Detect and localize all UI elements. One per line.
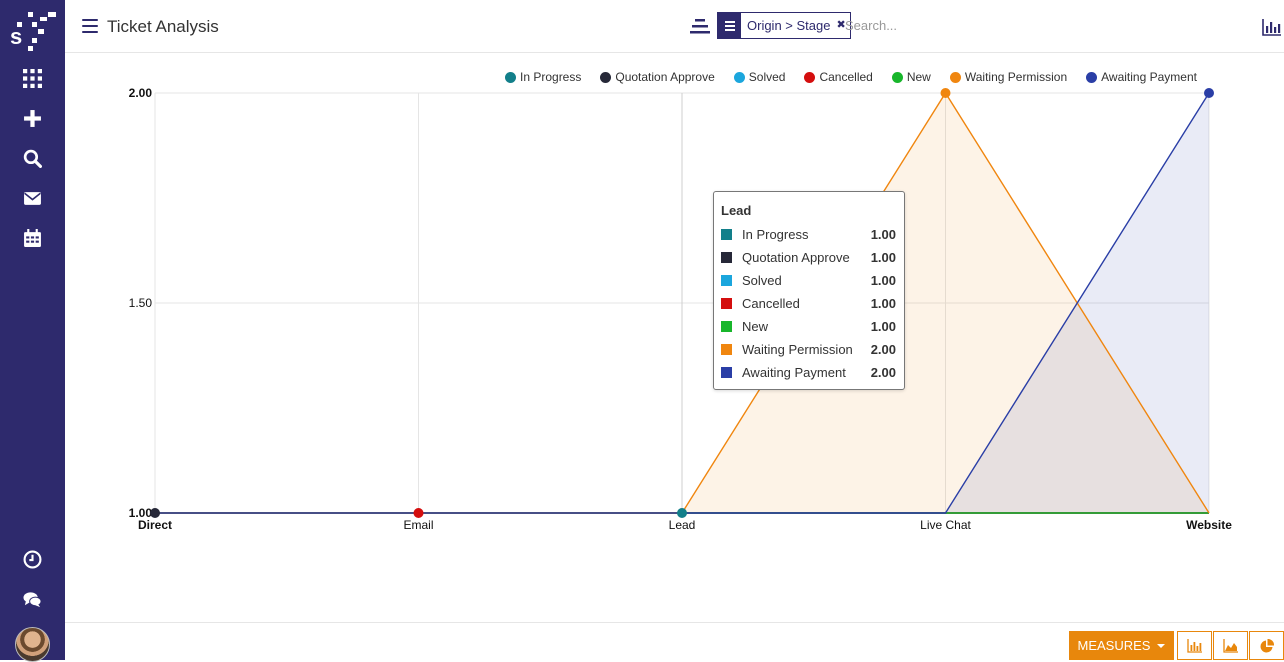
tooltip-value: 1.00 bbox=[870, 319, 896, 334]
x-tick-label: Direct bbox=[138, 518, 172, 532]
search-facet[interactable]: Origin > Stage ✖ bbox=[717, 12, 851, 39]
tooltip-label: Waiting Permission bbox=[742, 342, 853, 357]
legend-marker bbox=[949, 71, 961, 83]
legend-label: New bbox=[906, 70, 931, 84]
group-by-icon bbox=[718, 13, 741, 38]
x-tick-label: Live Chat bbox=[920, 518, 971, 532]
filter-toggle-icon[interactable] bbox=[689, 16, 711, 36]
tooltip-label: Quotation Approve bbox=[742, 250, 850, 265]
area-chart-icon bbox=[1222, 638, 1238, 653]
tooltip-value: 1.00 bbox=[870, 273, 896, 288]
legend-item[interactable]: New bbox=[891, 70, 931, 84]
y-tick-label: 2.00 bbox=[129, 86, 153, 100]
legend-marker bbox=[600, 71, 612, 83]
search-icon[interactable] bbox=[18, 146, 46, 170]
data-point bbox=[677, 508, 687, 518]
legend-label: Quotation Approve bbox=[615, 70, 715, 84]
series-area bbox=[155, 93, 1209, 513]
x-tick-label: Email bbox=[403, 518, 433, 532]
data-point bbox=[1204, 88, 1214, 98]
legend-marker bbox=[505, 71, 516, 83]
tooltip-row: Cancelled 1.00 bbox=[721, 292, 896, 315]
control-panel: Ticket Analysis Origin > Stage ✖ bbox=[65, 0, 1284, 53]
tooltip-row: New 1.00 bbox=[721, 315, 896, 338]
tooltip-row: Awaiting Payment 2.00 bbox=[721, 361, 896, 384]
tooltip-swatch bbox=[721, 229, 732, 240]
legend-marker bbox=[891, 71, 903, 83]
user-avatar[interactable] bbox=[15, 627, 50, 662]
legend-item[interactable]: Solved bbox=[733, 70, 786, 84]
legend-label: Solved bbox=[748, 70, 786, 84]
legend-item[interactable]: In Progress bbox=[505, 70, 581, 84]
legend-item[interactable]: Cancelled bbox=[804, 70, 873, 84]
legend-marker bbox=[1086, 71, 1098, 83]
apps-icon[interactable] bbox=[18, 66, 46, 90]
series-area bbox=[155, 93, 1209, 513]
tooltip-swatch bbox=[721, 275, 732, 286]
tooltip-row: Solved 1.00 bbox=[721, 269, 896, 292]
chat-icon[interactable] bbox=[18, 587, 46, 611]
tooltip-label: Awaiting Payment bbox=[742, 365, 846, 380]
plus-icon[interactable] bbox=[18, 106, 46, 130]
data-point bbox=[413, 508, 424, 518]
tooltip-value: 2.00 bbox=[870, 342, 896, 357]
svg-text:s: s bbox=[10, 24, 22, 49]
legend-item[interactable]: Waiting Permission bbox=[949, 70, 1068, 84]
tooltip-label: New bbox=[742, 319, 769, 334]
legend-item[interactable]: Awaiting Payment bbox=[1086, 70, 1197, 84]
tooltip-row: Waiting Permission 2.00 bbox=[721, 338, 896, 361]
tooltip-value: 2.00 bbox=[870, 365, 896, 380]
calendar-icon[interactable] bbox=[18, 226, 46, 250]
tooltip-label: Cancelled bbox=[742, 296, 800, 311]
tooltip-row: In Progress 1.00 bbox=[721, 223, 896, 246]
tooltip-row: Quotation Approve 1.00 bbox=[721, 246, 896, 269]
graph-view-icon[interactable] bbox=[1262, 18, 1282, 36]
tooltip-swatch bbox=[721, 321, 732, 332]
page-title: Ticket Analysis bbox=[107, 17, 219, 36]
legend-label: Awaiting Payment bbox=[1101, 70, 1197, 84]
measures-label: MEASURES bbox=[1077, 638, 1151, 653]
hamburger-menu-icon[interactable] bbox=[82, 19, 98, 33]
caret-down-icon bbox=[1157, 643, 1166, 648]
line-chart: 1.00 1.50 2.00 Direct Email Lead Live Chat Webs… bbox=[129, 86, 1233, 532]
facet-label: Origin > Stage bbox=[747, 18, 831, 33]
x-tick-label: Lead bbox=[669, 518, 696, 532]
tooltip-label: Solved bbox=[742, 273, 782, 288]
line-chart-mode-button[interactable] bbox=[1213, 631, 1248, 660]
legend-label: Cancelled bbox=[819, 70, 873, 84]
tooltip-value: 1.00 bbox=[870, 250, 896, 265]
tooltip-swatch bbox=[721, 252, 732, 263]
legend-label: Waiting Permission bbox=[964, 70, 1068, 84]
legend-marker bbox=[733, 71, 745, 83]
x-tick-label: Website bbox=[1186, 518, 1232, 532]
tooltip-swatch bbox=[721, 298, 732, 309]
data-point bbox=[150, 508, 160, 518]
tooltip-value: 1.00 bbox=[870, 296, 896, 311]
envelope-icon[interactable] bbox=[18, 186, 46, 210]
y-tick-label: 1.00 bbox=[129, 506, 153, 520]
facet-remove-icon[interactable]: ✖ bbox=[836, 19, 846, 31]
tooltip-title: Lead bbox=[721, 203, 752, 218]
app-logo[interactable]: s bbox=[8, 8, 58, 52]
legend-label: In Progress bbox=[520, 70, 582, 84]
y-tick-label: 1.50 bbox=[129, 296, 153, 310]
tooltip-swatch bbox=[721, 367, 732, 378]
clock-icon[interactable] bbox=[18, 547, 46, 571]
measures-button[interactable]: MEASURES bbox=[1069, 631, 1174, 660]
legend-marker bbox=[804, 71, 816, 83]
bar-chart-icon bbox=[1186, 638, 1202, 653]
pie-chart-mode-button[interactable] bbox=[1249, 631, 1284, 660]
tooltip-label: In Progress bbox=[742, 227, 809, 242]
bottom-toolbar bbox=[65, 622, 1284, 660]
chart-tooltip: Lead In Progress 1.00 Quotation Approve 1.0… bbox=[713, 191, 905, 390]
pie-chart-icon bbox=[1260, 638, 1274, 652]
chart-legend: In Progress Quotation Approve Solved Cancel… bbox=[505, 70, 1216, 84]
legend-item[interactable]: Quotation Approve bbox=[600, 70, 715, 84]
tooltip-swatch bbox=[721, 344, 732, 355]
bar-chart-mode-button[interactable] bbox=[1177, 631, 1212, 660]
search-input[interactable] bbox=[845, 14, 1245, 36]
data-point bbox=[940, 88, 951, 98]
sidebar: s bbox=[0, 0, 65, 662]
tooltip-value: 1.00 bbox=[870, 227, 896, 242]
